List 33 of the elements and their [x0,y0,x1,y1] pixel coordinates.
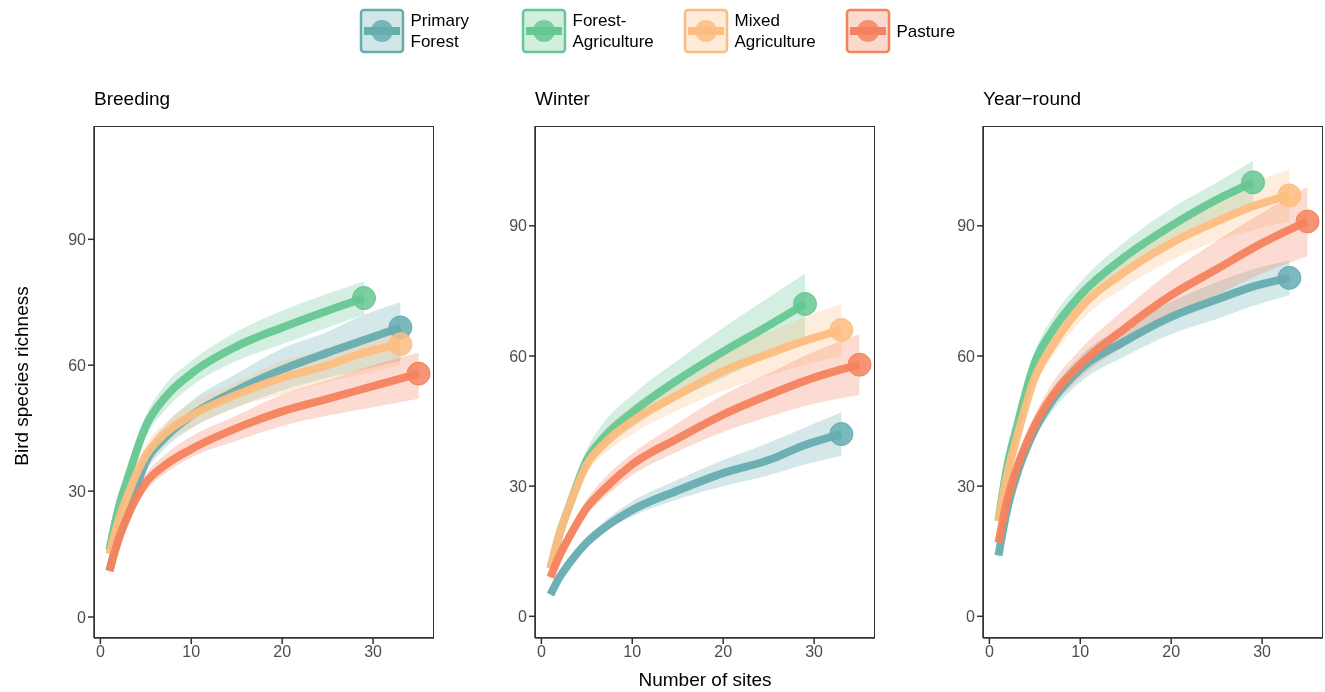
x-tick-label: 0 [536,643,546,661]
chart-title: Winter [535,88,590,110]
y-tick-label: 30 [509,477,528,495]
legend-label: Pasture [896,20,957,42]
x-tick-label: 30 [364,643,383,661]
y-axis-title: Bird species richness [11,285,33,466]
legend-label: Forest-Agriculture [572,10,655,52]
x-tick-label: 10 [1071,643,1090,661]
chart-title: Year−round [983,88,1082,110]
y-tick-label: 60 [509,347,528,365]
y-tick-label: 30 [68,482,87,500]
x-tick-label: 20 [1162,643,1181,661]
x-tick-label: 30 [1253,643,1272,661]
y-tick-label: 0 [77,608,87,626]
y-tick-label: 30 [957,477,976,495]
x-tick-label: 10 [623,643,642,661]
x-tick-label: 10 [182,643,201,661]
legend-label: Primary Forest [410,10,471,52]
y-tick-label: 90 [509,217,528,235]
x-tick-label: 0 [984,643,994,661]
y-tick-label: 60 [68,356,87,374]
y-tick-label: 0 [518,607,528,625]
chart-title: Breeding [94,88,171,110]
y-tick-label: 90 [957,217,976,235]
x-tick-label: 0 [95,643,105,661]
y-tick-label: 90 [68,230,87,248]
y-tick-label: 60 [957,347,976,365]
x-tick-label: 30 [805,643,824,661]
x-tick-label: 20 [714,643,733,661]
x-axis-title: Number of sites [637,669,773,691]
x-tick-label: 20 [273,643,292,661]
y-tick-label: 0 [966,607,976,625]
legend-label: Mixed Agriculture [734,10,817,52]
